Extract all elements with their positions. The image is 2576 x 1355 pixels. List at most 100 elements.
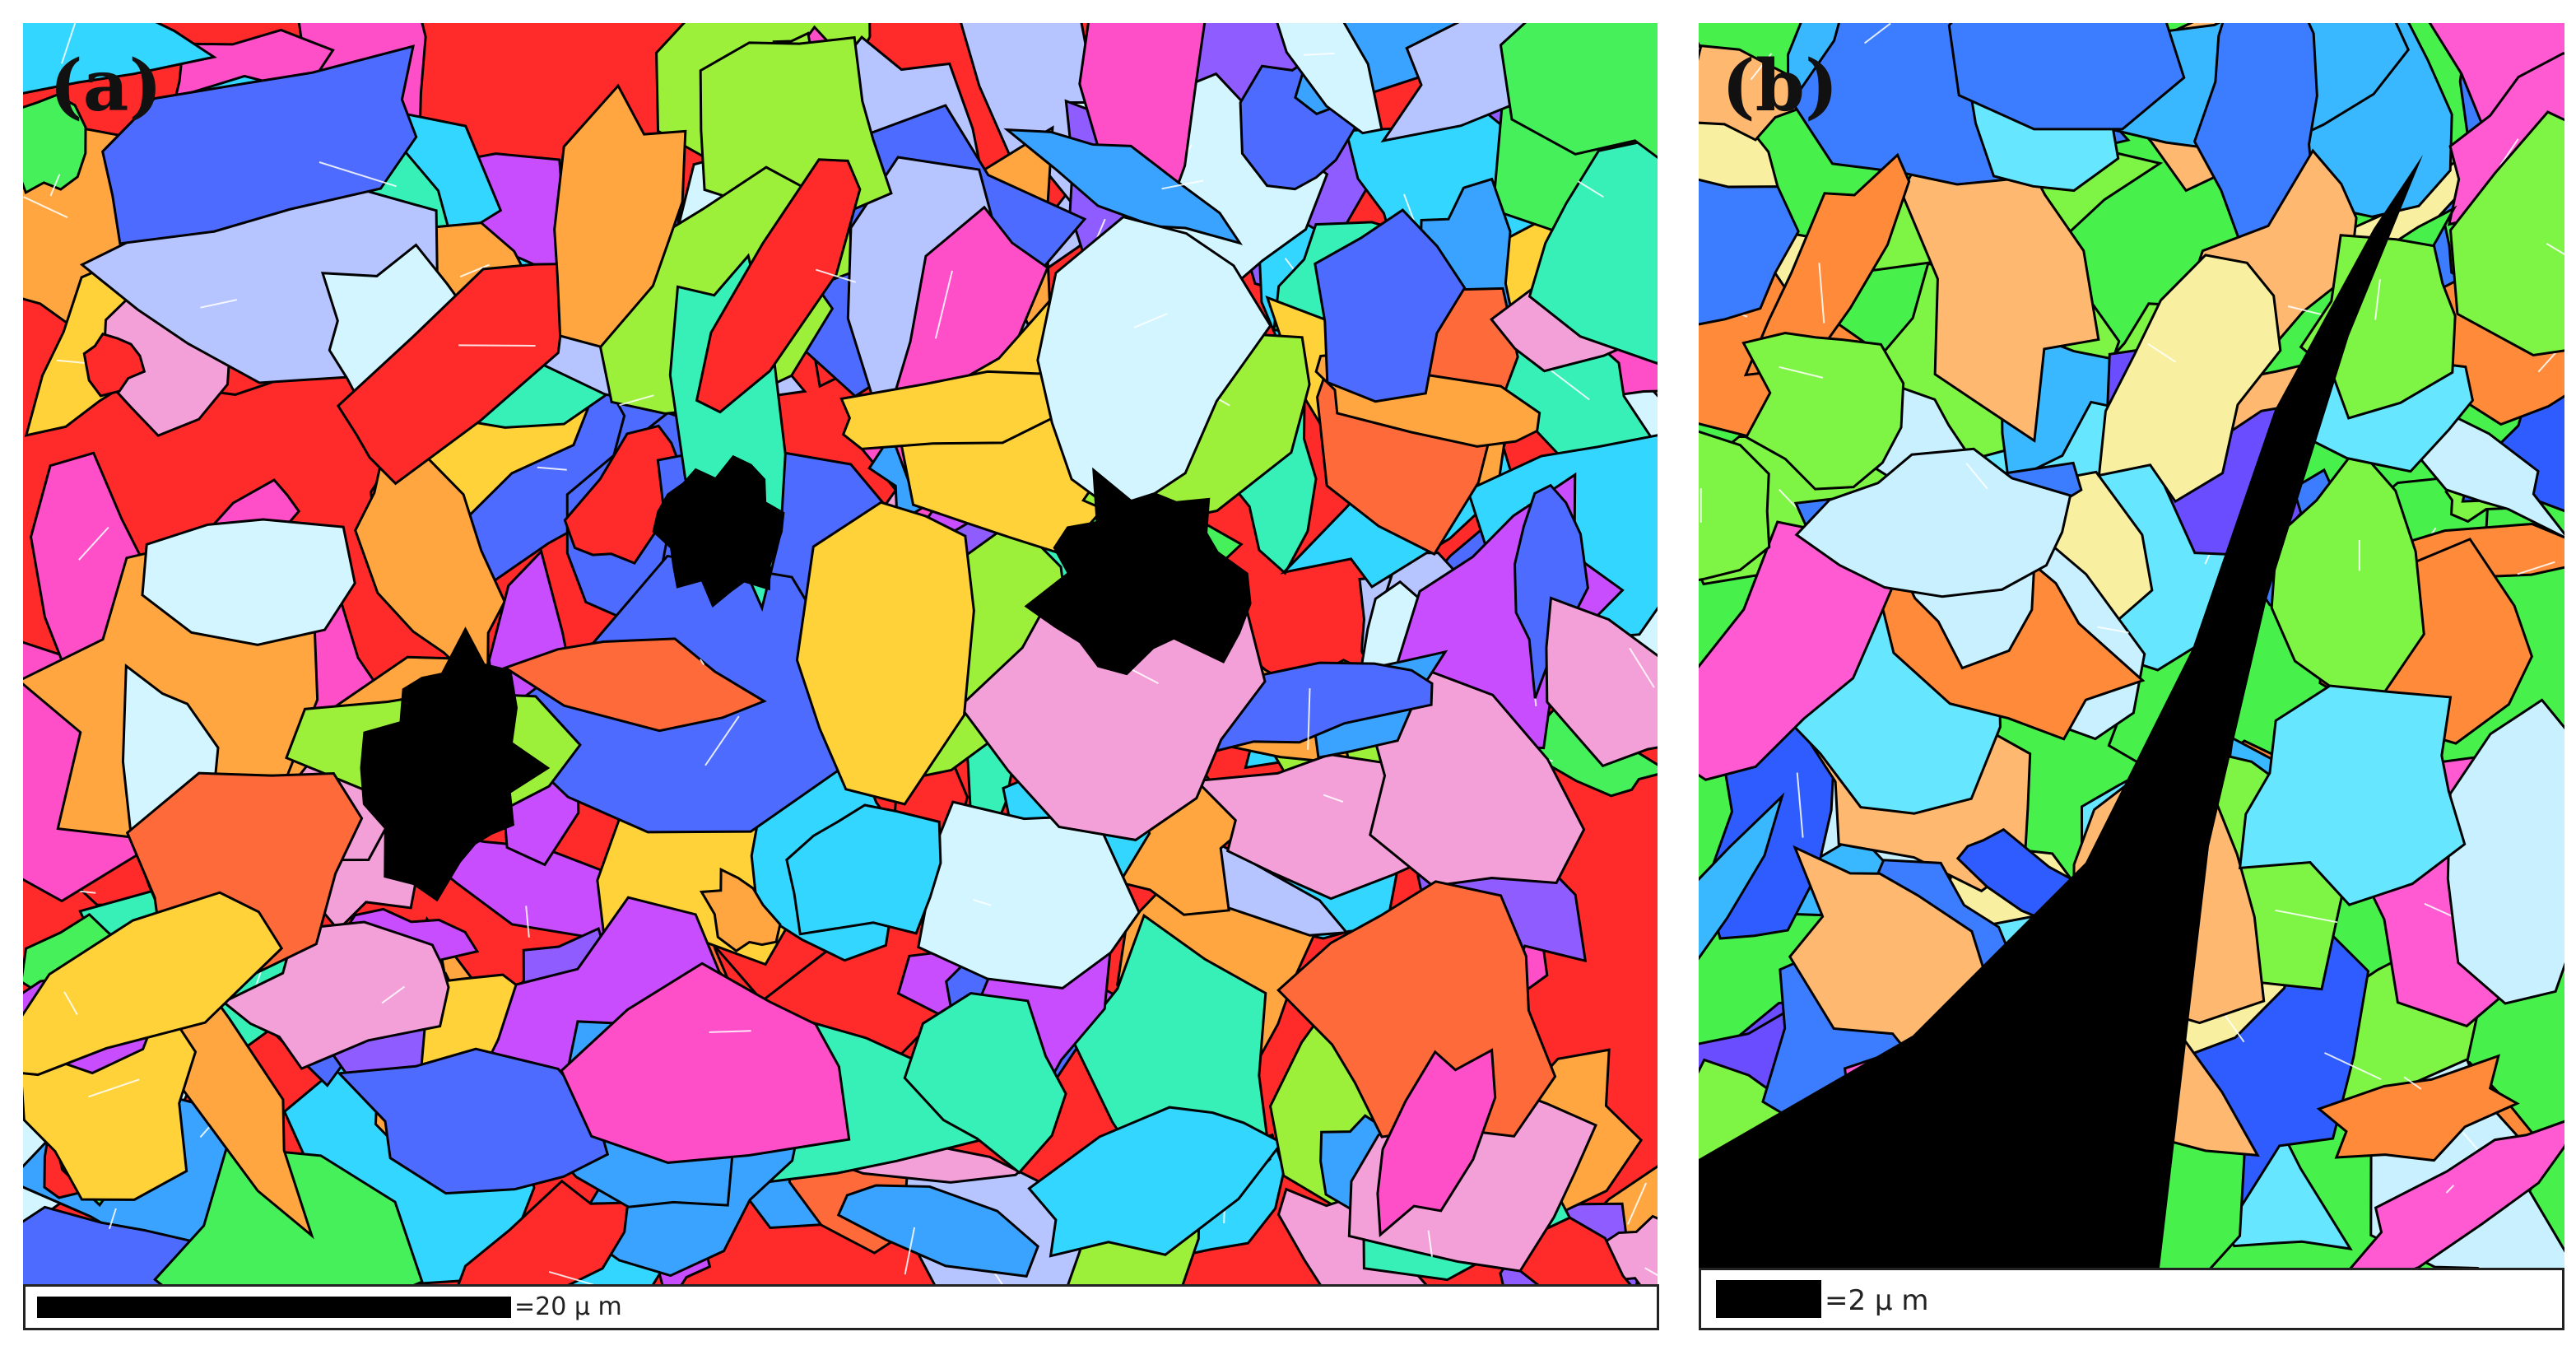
low-angle-boundary — [2324, 1052, 2382, 1081]
grain-map-b — [1699, 23, 2564, 1268]
low-angle-boundary — [23, 196, 68, 219]
scale-bar-fill-a — [37, 1297, 511, 1318]
grain — [1741, 331, 1905, 491]
grain — [903, 992, 1067, 1175]
grain — [1545, 596, 1658, 768]
scale-bar-a: =20 μ m — [23, 1284, 1659, 1330]
grain — [2448, 110, 2564, 357]
grain — [2446, 698, 2564, 1005]
low-angle-boundary — [88, 1078, 140, 1098]
low-angle-boundary — [2275, 909, 2338, 924]
low-angle-boundary — [459, 263, 490, 278]
scale-bar-label-a: =20 μ m — [514, 1292, 622, 1321]
low-angle-boundary — [619, 394, 654, 407]
grain — [141, 518, 356, 646]
grain — [560, 962, 851, 1164]
low-angle-boundary — [1403, 193, 1416, 221]
grain — [785, 803, 942, 936]
low-angle-boundary — [700, 659, 705, 666]
low-angle-boundary — [108, 1208, 117, 1230]
low-angle-boundary — [1779, 366, 1824, 379]
panel-label-a: (a) — [49, 44, 163, 128]
low-angle-boundary — [381, 985, 405, 1004]
low-angle-boundary — [934, 270, 953, 339]
low-angle-boundary — [2403, 1076, 2422, 1090]
grain — [695, 158, 862, 414]
low-angle-boundary — [319, 161, 397, 188]
grain — [1027, 1106, 1284, 1258]
grain — [1794, 447, 2072, 598]
low-angle-boundary — [1965, 463, 1988, 490]
low-angle-boundary — [904, 1227, 916, 1275]
grain — [795, 501, 975, 806]
grain — [1699, 44, 1819, 142]
low-angle-boundary — [49, 174, 61, 197]
grain — [1314, 208, 1467, 403]
grain — [101, 44, 418, 245]
grain — [2097, 254, 2282, 504]
scale-bar-label-b: =2 μ m — [1825, 1284, 1929, 1317]
low-angle-boundary — [1863, 23, 1891, 44]
grain — [2316, 1054, 2520, 1162]
low-angle-boundary — [548, 1270, 594, 1286]
grain — [2299, 234, 2457, 420]
low-angle-boundary — [1818, 263, 1825, 324]
grain — [699, 867, 782, 953]
grain — [1276, 1187, 1477, 1286]
low-angle-boundary — [2147, 342, 2177, 363]
scale-bar-fill-b — [1716, 1280, 1821, 1318]
grain-map-a — [23, 23, 1658, 1286]
grain — [1699, 792, 1785, 1001]
low-angle-boundary — [709, 1030, 751, 1033]
grain — [1699, 177, 1800, 328]
low-angle-boundary — [2517, 561, 2555, 575]
low-angle-boundary — [1577, 180, 1604, 198]
low-angle-boundary — [704, 715, 740, 766]
grain — [1699, 429, 1771, 590]
ebsd-orientation-map-b — [1699, 23, 2564, 1268]
grain — [2346, 1114, 2564, 1268]
low-angle-boundary — [2374, 279, 2381, 320]
void — [1024, 467, 1252, 676]
grain — [836, 1184, 1039, 1278]
low-angle-boundary — [537, 466, 567, 471]
grain — [553, 83, 687, 348]
void — [652, 454, 785, 608]
panel-label-b: (b) — [1722, 44, 1839, 128]
low-angle-boundary — [1307, 688, 1311, 750]
low-angle-boundary — [1323, 794, 1344, 803]
grain — [23, 891, 284, 1077]
grain — [82, 332, 146, 398]
low-angle-boundary — [1629, 647, 1655, 688]
void — [360, 626, 551, 902]
low-angle-boundary — [458, 344, 536, 347]
low-angle-boundary — [78, 526, 109, 561]
low-angle-boundary — [1796, 772, 1804, 838]
grain — [336, 262, 576, 486]
low-angle-boundary — [1750, 53, 1773, 81]
grain — [23, 23, 217, 101]
grain — [2238, 684, 2467, 906]
low-angle-boundary — [1161, 179, 1204, 190]
low-angle-boundary — [61, 23, 77, 64]
void — [1699, 155, 2423, 1268]
grain — [1499, 23, 1658, 194]
grain — [1947, 23, 2186, 131]
low-angle-boundary — [1644, 1267, 1658, 1277]
low-angle-boundary — [2546, 243, 2564, 256]
low-angle-boundary — [815, 268, 856, 283]
grain — [502, 637, 767, 733]
low-angle-boundary — [1303, 52, 1335, 56]
low-angle-boundary — [1133, 313, 1168, 328]
low-angle-boundary — [2499, 138, 2519, 166]
low-angle-boundary — [973, 898, 992, 906]
grain — [441, 1179, 630, 1286]
low-angle-boundary — [63, 991, 78, 1016]
low-angle-boundary — [200, 299, 238, 309]
low-angle-boundary — [2445, 1185, 2455, 1194]
low-angle-boundary — [1546, 366, 1590, 401]
grain — [1699, 520, 1920, 781]
scale-bar-b: =2 μ m — [1699, 1268, 2564, 1330]
grain — [23, 1205, 213, 1286]
grain — [23, 93, 87, 195]
